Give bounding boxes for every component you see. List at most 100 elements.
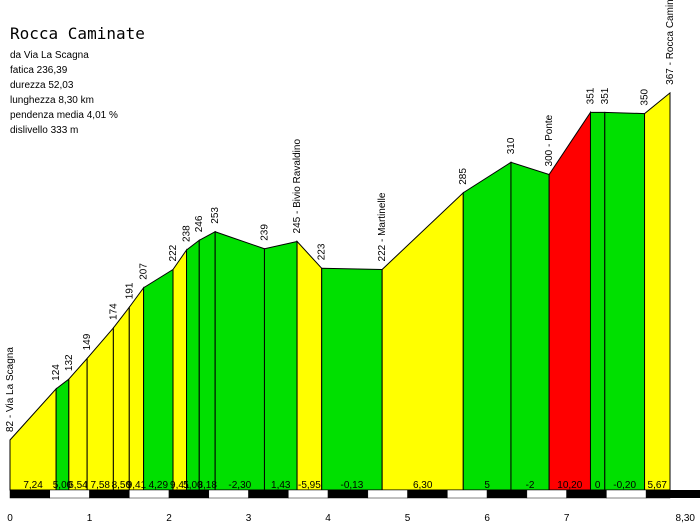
- info-pendenza: pendenza media 4,01 %: [10, 110, 118, 121]
- segment-fill: [604, 111, 646, 491]
- km-scale-block: [447, 489, 488, 499]
- segment-fill: [186, 239, 200, 491]
- segment-fill: [381, 191, 464, 491]
- point-altitude-label: 351: [585, 87, 596, 104]
- segment-fill: [548, 110, 591, 491]
- km-scale-block: [367, 489, 408, 499]
- segment-fill: [68, 357, 88, 491]
- km-scale-block: [486, 489, 528, 499]
- km-scale-block: [606, 489, 647, 499]
- km-tick-label: 8,30: [676, 513, 696, 524]
- km-scale-block: [566, 489, 607, 499]
- point-altitude-label: 222: [168, 244, 179, 261]
- segment-grade-label: 7,24: [23, 480, 43, 491]
- segment-fill: [263, 240, 298, 491]
- point-altitude-label: 350: [640, 88, 651, 105]
- segment-grade-label: -0,20: [613, 480, 636, 491]
- segment-grade-label: 6,54: [68, 480, 88, 491]
- km-scale-block: [89, 489, 130, 499]
- km-scale-block: [129, 489, 170, 499]
- segment-grade-label: 8,50: [112, 480, 132, 491]
- segment-fill: [143, 268, 174, 491]
- km-tick-label: 2: [166, 513, 172, 524]
- segment-grade-label: 9,41: [127, 480, 147, 491]
- km-tick-labels-layer: 0 1 2 3 4 5 6 7 8,30: [7, 513, 695, 524]
- point-altitude-label: 124: [51, 364, 62, 381]
- point-altitude-label: 149: [82, 333, 93, 350]
- point-altitude-label: 239: [259, 224, 270, 241]
- segment-fill: [112, 305, 130, 491]
- km-scale-block: [168, 489, 210, 499]
- km-scale-block: [49, 489, 90, 499]
- climb-info-block: Rocca Caminate da Via La Scagna fatica 2…: [10, 24, 145, 136]
- km-scale-bar: [9, 489, 700, 499]
- km-tick-label: 3: [246, 513, 252, 524]
- km-tick-label: 0: [7, 513, 13, 524]
- segment-grade-label: 5,67: [648, 480, 668, 491]
- segment-fill: [9, 387, 57, 491]
- grade-labels-layer: 7,24 5,006,54 7,58 8,509,41 4,29 9,415,003,18…: [23, 480, 667, 491]
- segment-fill: [172, 248, 188, 491]
- km-scale-block: [248, 489, 289, 499]
- segment-fill: [86, 326, 114, 491]
- point-altitude-label: 246: [194, 215, 205, 232]
- segment-fill: [321, 267, 383, 491]
- segments-layer: [9, 91, 671, 491]
- segment-grade-label: 9,41: [170, 480, 190, 491]
- km-tick-label: 1: [87, 513, 93, 524]
- km-scale-block: [208, 489, 249, 499]
- segment-fill: [214, 231, 265, 491]
- segment-fill: [55, 378, 70, 491]
- point-altitude-label: 300 - Ponte: [544, 114, 555, 166]
- segment-grade-label: 3,18: [197, 480, 217, 491]
- segment-grade-label: -0,13: [341, 480, 364, 491]
- point-altitude-label: 351: [600, 87, 611, 104]
- segment-fill: [644, 91, 671, 491]
- km-scale-tail: [670, 490, 700, 498]
- point-altitude-label: 82 - Via La Scagna: [5, 347, 16, 432]
- segment-fill: [128, 286, 145, 491]
- point-altitude-label: 253: [210, 207, 221, 224]
- point-altitude-label: 132: [64, 354, 75, 371]
- info-dislivello: dislivello 333 m: [10, 125, 78, 136]
- km-scale-block: [526, 489, 567, 499]
- segment-fill: [198, 230, 216, 491]
- point-altitude-label: 367 - Rocca Caminate: [665, 0, 676, 85]
- segment-grade-label: 1,43: [271, 480, 291, 491]
- km-scale-block: [645, 489, 671, 499]
- km-tick-label: 4: [325, 513, 331, 524]
- segment-grade-label: 5,00: [183, 480, 203, 491]
- segment-grade-label: 5,00: [53, 480, 73, 491]
- climb-title: Rocca Caminate: [10, 24, 145, 43]
- km-scale-block: [407, 489, 448, 499]
- km-tick-label: 7: [564, 513, 570, 524]
- segment-fill: [510, 161, 550, 491]
- info-durezza: durezza 52,03: [10, 80, 74, 91]
- point-altitude-label: 223: [317, 243, 328, 260]
- km-scale-block: [327, 489, 369, 499]
- info-start: da Via La Scagna: [10, 50, 89, 61]
- point-altitude-label: 207: [139, 263, 150, 280]
- segment-grade-label: 0: [595, 480, 601, 491]
- info-lunghezza: lunghezza 8,30 km: [10, 95, 94, 106]
- point-altitude-label: 238: [182, 225, 193, 242]
- point-altitude-label: 191: [124, 282, 135, 299]
- segment-grade-label: 5: [484, 480, 490, 491]
- segment-grade-label: 4,29: [149, 480, 169, 491]
- segment-grade-label: -2: [526, 480, 535, 491]
- segment-grade-label: -5,95: [298, 480, 321, 491]
- km-scale-block: [288, 489, 329, 499]
- segment-grade-label: 10,20: [557, 480, 582, 491]
- point-altitude-label: 285: [458, 168, 469, 185]
- point-altitude-label: 310: [506, 137, 517, 154]
- point-altitude-label: 222 - Martinelle: [377, 192, 388, 261]
- point-altitude-label: 245 - Bivio Ravaldino: [292, 139, 303, 234]
- segment-fill: [589, 111, 606, 491]
- segment-grade-label: 6,30: [413, 480, 433, 491]
- segment-grade-label: -2,30: [228, 480, 251, 491]
- km-tick-label: 5: [405, 513, 411, 524]
- point-altitude-label: 174: [108, 303, 119, 320]
- altitude-labels-layer: 82 - Via La Scagna 1241321491741912072222…: [5, 0, 676, 432]
